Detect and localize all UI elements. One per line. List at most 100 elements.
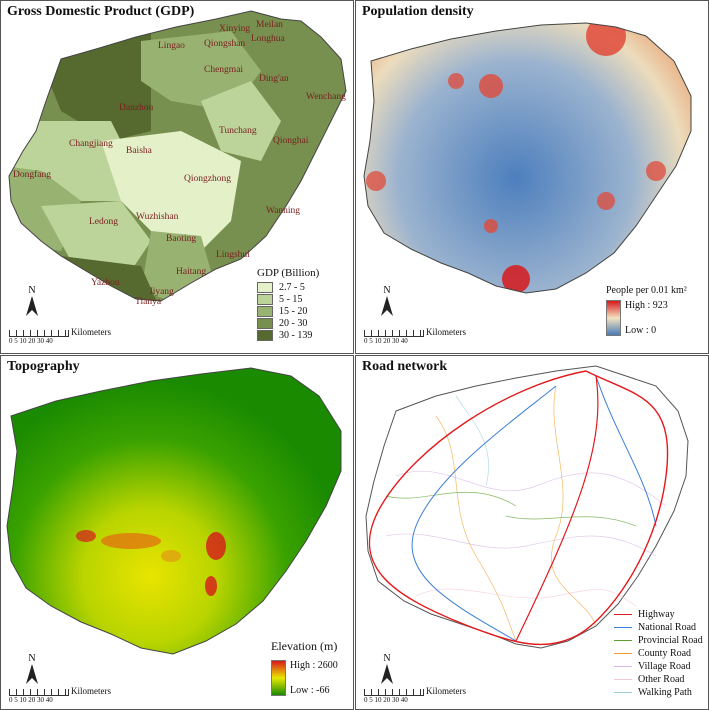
city-label-dongfang: Dongfang: [13, 169, 51, 180]
city-label-baisha: Baisha: [126, 146, 153, 156]
topography-legend-high: High : 2600: [290, 660, 338, 671]
gdp-legend: GDP (Billion) 2.7 - 5 5 - 15 15 - 20 20 …: [257, 267, 319, 341]
population-panel: Population density People per 0.01 km² H…: [355, 0, 709, 354]
road-legend-label: National Road: [638, 622, 697, 633]
city-label-dingan: Ding'an: [259, 74, 289, 84]
topography-panel-title: Topography: [7, 359, 80, 374]
scale-ticks: 0 5 10 20 30 40: [364, 696, 408, 704]
population-legend-low: Low : 0: [625, 325, 657, 336]
scale-bar-graphic: [9, 330, 69, 337]
population-legend-high: High : 923: [625, 300, 668, 311]
gdp-legend-row: 30 - 139: [257, 329, 319, 341]
scale-bar-graphic: [9, 689, 69, 696]
population-color-ramp: [606, 300, 621, 336]
topography-legend-low: Low : -66: [290, 685, 330, 696]
scale-ticks: 0 5 10 20 30 40: [9, 337, 53, 345]
population-panel-title: Population density: [362, 4, 474, 19]
scale-unit: Kilometers: [426, 686, 466, 696]
city-label-tunchang: Tunchang: [219, 126, 257, 136]
road-legend-line: [614, 614, 632, 615]
road-legend-row: Walking Path: [614, 686, 703, 699]
city-label-qiongshan: Qiongshan: [204, 39, 245, 49]
city-label-qiongzhong: Qiongzhong: [184, 174, 231, 184]
city-label-lingao: Lingao: [158, 41, 185, 51]
city-label-tianya: Tianya: [135, 297, 162, 307]
scale-bar-graphic: [364, 689, 424, 696]
scale-bar: Kilometers 0 5 10 20 30 40: [364, 686, 466, 704]
road-legend-line: [614, 640, 632, 641]
gdp-legend-swatch: [257, 317, 273, 329]
road-legend-label: Provincial Road: [638, 635, 703, 646]
road-legend-row: Provincial Road: [614, 634, 703, 647]
topography-legend-title: Elevation (m): [271, 639, 338, 653]
road-legend-line: [614, 692, 632, 693]
road-legend-label: County Road: [638, 648, 692, 659]
road-legend-label: Highway: [638, 609, 675, 620]
city-label-danzhou: Danzhou: [119, 103, 154, 113]
scale-unit: Kilometers: [71, 686, 111, 696]
gdp-legend-row: 5 - 15: [257, 293, 319, 305]
road-map: [365, 365, 689, 649]
city-label-wenchang: Wenchang: [306, 92, 346, 102]
city-label-longhua: Longhua: [251, 34, 286, 44]
road-legend-label: Village Road: [638, 661, 691, 672]
north-label: N: [28, 285, 36, 296]
city-label-qionghai: Qionghai: [273, 136, 309, 146]
road-legend-row: National Road: [614, 621, 703, 634]
north-arrow: N: [380, 285, 394, 319]
scale-bar: Kilometers 0 5 10 20 30 40: [9, 686, 111, 704]
gdp-legend-title: GDP (Billion): [257, 267, 320, 279]
road-legend-row: Village Road: [614, 660, 703, 673]
scale-ticks: 0 5 10 20 30 40: [364, 337, 408, 345]
north-label: N: [28, 653, 36, 664]
gdp-legend-swatch: [257, 281, 273, 293]
scale-bar-graphic: [364, 330, 424, 337]
road-legend-row: Highway: [614, 608, 703, 621]
gdp-legend-label: 30 - 139: [279, 329, 313, 341]
city-label-chengmai: Chengmai: [204, 65, 243, 75]
gdp-legend-row: 2.7 - 5: [257, 281, 319, 293]
road-legend-label: Other Road: [638, 674, 685, 685]
north-arrow: N: [25, 285, 39, 319]
road-legend-row: County Road: [614, 647, 703, 660]
city-label-wuzhishan: Wuzhishan: [136, 212, 179, 222]
topography-color-ramp: [271, 660, 286, 696]
gdp-legend-swatch: [257, 329, 273, 341]
scale-ticks: 0 5 10 20 30 40: [9, 696, 53, 704]
city-label-lingshui: Lingshui: [216, 250, 250, 260]
north-arrow-icon: [26, 664, 38, 684]
gdp-legend-row: 20 - 30: [257, 317, 319, 329]
gdp-panel: Xinying Meilan Lingao Qiongshan Longhua …: [0, 0, 354, 354]
north-arrow: N: [25, 653, 39, 687]
city-label-changjiang: Changjiang: [69, 139, 113, 149]
city-label-wanning: Wanning: [266, 206, 300, 216]
city-label-ledong: Ledong: [89, 217, 118, 227]
gdp-legend-label: 20 - 30: [279, 317, 308, 329]
population-map: [363, 22, 692, 294]
population-legend: People per 0.01 km² High : 923 Low : 0: [606, 285, 687, 336]
city-label-xinying: Xinying: [219, 24, 250, 34]
north-label: N: [383, 653, 391, 664]
road-legend-row: Other Road: [614, 673, 703, 686]
road-legend-line: [614, 653, 632, 654]
city-label-meilan: Meilan: [256, 20, 283, 30]
scale-unit: Kilometers: [71, 327, 111, 337]
city-label-baoting: Baoting: [166, 234, 196, 244]
north-arrow: N: [380, 653, 394, 687]
gdp-panel-title: Gross Domestic Product (GDP): [7, 4, 195, 19]
city-labels: Xinying Meilan Lingao Qiongshan Longhua …: [13, 20, 346, 307]
north-label: N: [383, 285, 391, 296]
topography-legend: Elevation (m) High : 2600 Low : -66: [271, 639, 338, 696]
population-legend-title: People per 0.01 km²: [606, 285, 687, 296]
scale-bar: Kilometers 0 5 10 20 30 40: [364, 327, 466, 345]
gdp-legend-row: 15 - 20: [257, 305, 319, 317]
road-legend-label: Walking Path: [638, 687, 692, 698]
road-legend-line: [614, 679, 632, 680]
city-label-jiyang: Jiyang: [149, 287, 174, 297]
road-panel-title: Road network: [362, 359, 448, 374]
road-panel: Road network Highway National Road Provi…: [355, 355, 709, 710]
scale-unit: Kilometers: [426, 327, 466, 337]
gdp-legend-swatch: [257, 305, 273, 317]
road-legend-line: [614, 627, 632, 628]
city-label-yazhou: Yazhou: [91, 278, 120, 288]
